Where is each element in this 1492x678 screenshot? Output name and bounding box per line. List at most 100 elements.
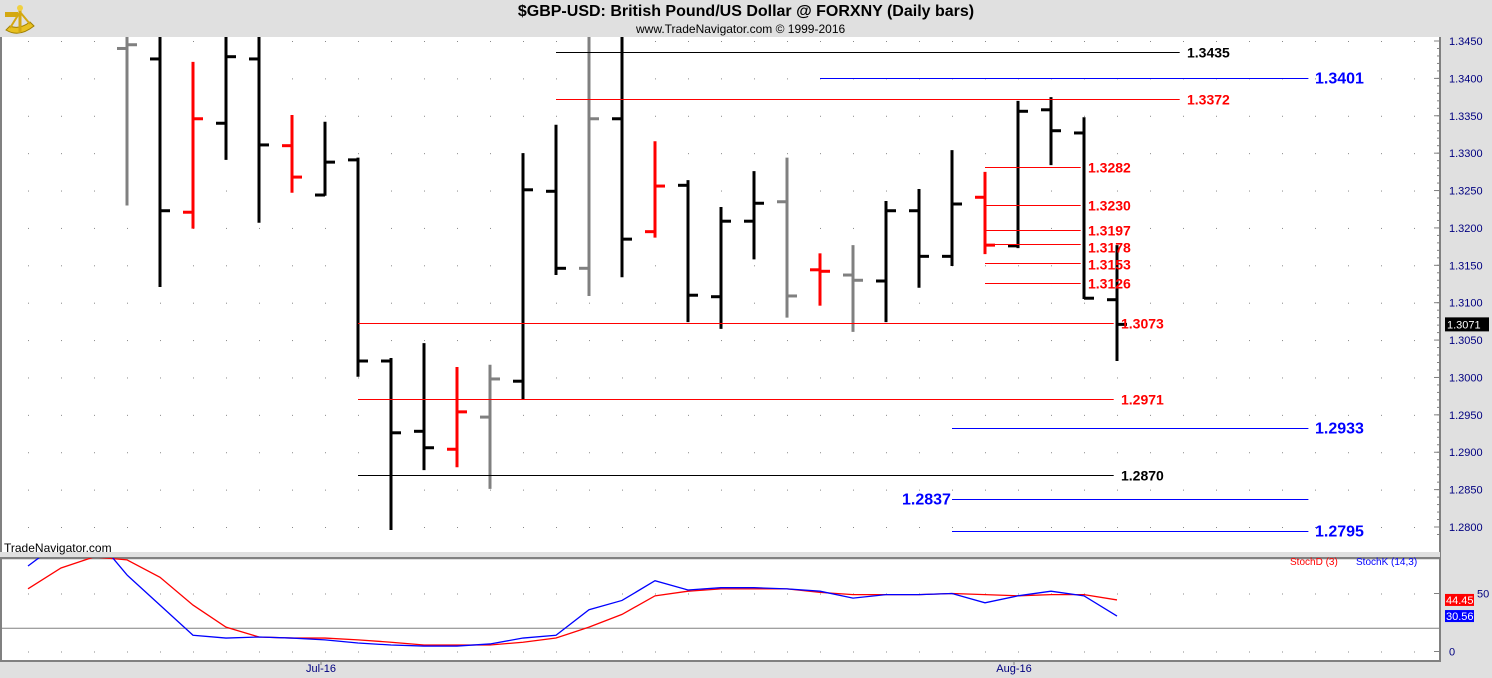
grid-dot [1315,227,1316,229]
level-label: 1.3153 [1088,257,1131,273]
grid-dot [688,527,689,529]
grid-dot [490,115,491,117]
price-tick-label: 1.3200 [1449,223,1483,235]
grid-dot [1282,527,1283,529]
ohlc-bar [909,189,929,288]
ohlc-bar [315,121,335,197]
level-label: 1.3197 [1088,223,1131,239]
grid-dot [919,340,920,342]
grid-dot [1414,153,1415,155]
grid-dot [94,153,95,155]
grid-dot [1348,190,1349,192]
grid-dot [886,452,887,454]
stoch-d-value-tag [1445,593,1474,606]
grid-dot [1018,651,1019,653]
grid-dot [61,115,62,117]
chart-subtitle: www.TradeNavigator.com © 1999-2016 [636,22,846,36]
grid-dot [61,190,62,192]
grid-dot [127,414,128,416]
level-label: 1.3230 [1088,198,1131,214]
grid-dot [424,527,425,529]
grid-dot [721,78,722,80]
stochastic-panel [0,557,1441,662]
grid-dot [457,302,458,304]
grid-dot [1249,340,1250,342]
grid-dot [721,527,722,529]
grid-dot [688,115,689,117]
grid-dot [1150,651,1151,653]
grid-dot [1150,414,1151,416]
grid-dot [391,651,392,653]
grid-dot [226,527,227,529]
grid-dot [1249,190,1250,192]
grid-dot [655,414,656,416]
grid-dot [1348,489,1349,491]
grid-dot [1381,41,1382,42]
grid-dot [226,302,227,304]
grid-dot [61,302,62,304]
grid-dot [919,41,920,42]
grid-dot [424,340,425,342]
grid-dot [1348,227,1349,229]
grid-dot [589,340,590,342]
grid-dot [754,593,755,595]
grid-dot [556,115,557,117]
price-tick-label: 1.2950 [1449,410,1483,422]
ohlc-bar [381,358,401,530]
grid-dot [1117,651,1118,653]
level-label: 1.3372 [1187,92,1230,108]
grid-dot [787,78,788,80]
grid-dot [754,78,755,80]
grid-dot [886,377,887,379]
grid-dot [292,651,293,653]
grid-dot [61,377,62,379]
grid-dot [622,527,623,529]
ohlc-bar [678,180,698,323]
grid-dot [853,340,854,342]
grid-dot [1282,227,1283,229]
grid-dot [358,41,359,42]
grid-dot [1051,227,1052,229]
grid-dot [1348,377,1349,379]
grid-dot [160,489,161,491]
grid-dot [1348,265,1349,267]
grid-dot [28,527,29,529]
grid-dot [556,489,557,491]
ohlc-bar [579,37,599,296]
grid-dot [556,593,557,595]
grid-dot [259,527,260,529]
grid-dot [1315,190,1316,192]
grid-dot [1051,302,1052,304]
grid-dot [820,340,821,342]
grid-dot [688,489,689,491]
grid-dot [1018,593,1019,595]
grid-dot [1117,115,1118,117]
grid-dot [886,153,887,155]
grid-dot [1051,377,1052,379]
grid-dot [1414,78,1415,80]
grid-dot [160,340,161,342]
grid-dot [61,153,62,155]
level-label: 1.3435 [1187,45,1230,61]
grid-dot [787,377,788,379]
stoch-d-value: 44.45 [1446,595,1474,607]
ohlc-bar [150,37,170,287]
grid-dot [28,227,29,229]
watermark-text: TradeNavigator.com [4,541,112,555]
grid-dot [424,190,425,192]
grid-dot [952,651,953,653]
grid-dot [820,527,821,529]
grid-dot [556,377,557,379]
grid-dot [754,115,755,117]
grid-dot [1018,41,1019,42]
grid-dot [1381,302,1382,304]
grid-dot [1315,41,1316,42]
grid-dot [1282,452,1283,454]
grid-dot [1315,340,1316,342]
last-price-label: 1.3071 [1447,319,1481,331]
grid-dot [490,153,491,155]
grid-dot [1414,190,1415,192]
grid-dot [853,41,854,42]
grid-dot [391,41,392,42]
